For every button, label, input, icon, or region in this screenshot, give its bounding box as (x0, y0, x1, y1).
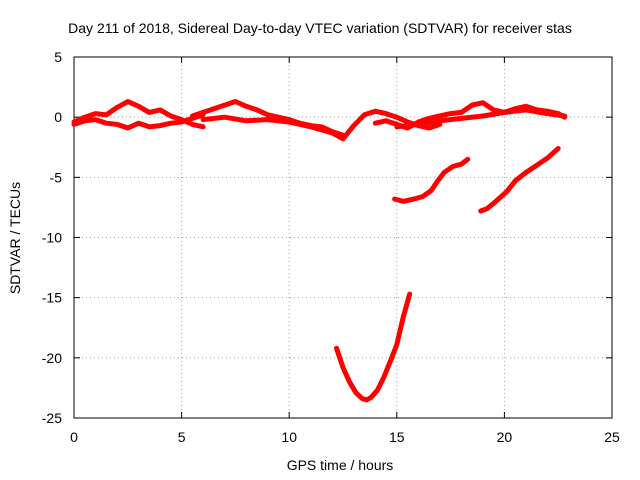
series-line-8 (478, 146, 561, 214)
y-tick-label: -25 (42, 410, 62, 426)
chart-title: Day 211 of 2018, Sidereal Day-to-day VTE… (68, 20, 572, 36)
x-tick-label: 25 (604, 429, 620, 445)
y-tick-label: -10 (42, 230, 62, 246)
y-tick-label: -15 (42, 290, 62, 306)
x-axis-label: GPS time / hours (287, 457, 394, 473)
x-tick-label: 10 (281, 429, 297, 445)
y-axis-label: SDTVAR / TECUs (7, 182, 23, 294)
y-tick-label: -20 (42, 350, 62, 366)
series-line-7 (392, 156, 471, 204)
x-tick-label: 20 (497, 429, 513, 445)
x-tick-label: 0 (70, 429, 78, 445)
series-line-6 (334, 291, 413, 403)
series-line-1 (71, 112, 206, 131)
y-tick-label: 5 (54, 49, 62, 65)
y-tick-label: 0 (54, 109, 62, 125)
x-tick-label: 5 (178, 429, 186, 445)
ticks: 0 5 10 15 20 25 5 0 -5 -10 -15 -20 -25 (42, 49, 620, 445)
x-tick-label: 15 (389, 429, 405, 445)
series-line-5 (394, 107, 568, 130)
series-group (71, 99, 568, 403)
y-tick-label: -5 (50, 169, 63, 185)
